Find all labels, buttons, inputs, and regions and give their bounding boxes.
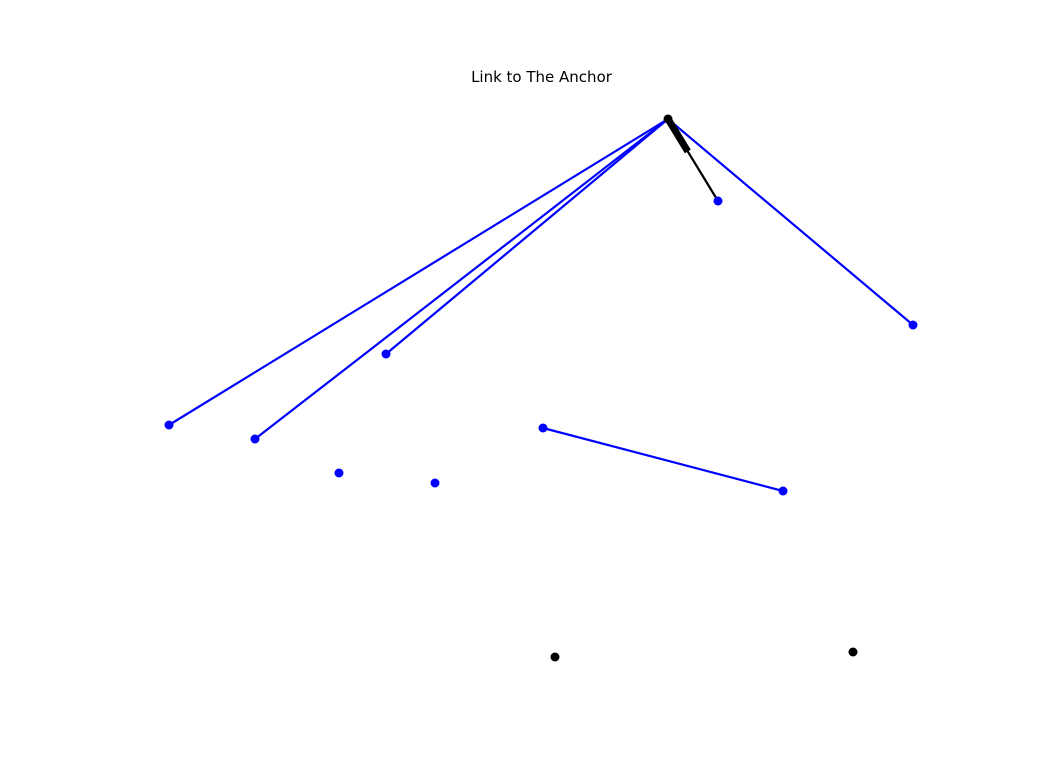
node-n3 — [381, 349, 391, 359]
node-n5 — [538, 423, 548, 433]
link-anchor-n1 — [167, 117, 670, 427]
node-n9 — [713, 196, 723, 206]
node-n6 — [778, 486, 788, 496]
link-n5-n6 — [541, 426, 785, 493]
node-n2 — [250, 434, 260, 444]
node-n8 — [430, 478, 440, 488]
node-n4 — [908, 320, 918, 330]
node-n1 — [164, 420, 174, 430]
diagram-title: Link to The Anchor — [471, 68, 612, 86]
node-n7 — [334, 468, 344, 478]
arrow-head-n9-anchor — [666, 118, 691, 154]
link-anchor-n4 — [666, 117, 915, 327]
link-anchor-n2 — [253, 117, 670, 441]
link-anchor-n3 — [384, 117, 670, 356]
node-n11 — [848, 647, 858, 657]
node-anchor — [663, 114, 673, 124]
node-n10 — [550, 652, 560, 662]
